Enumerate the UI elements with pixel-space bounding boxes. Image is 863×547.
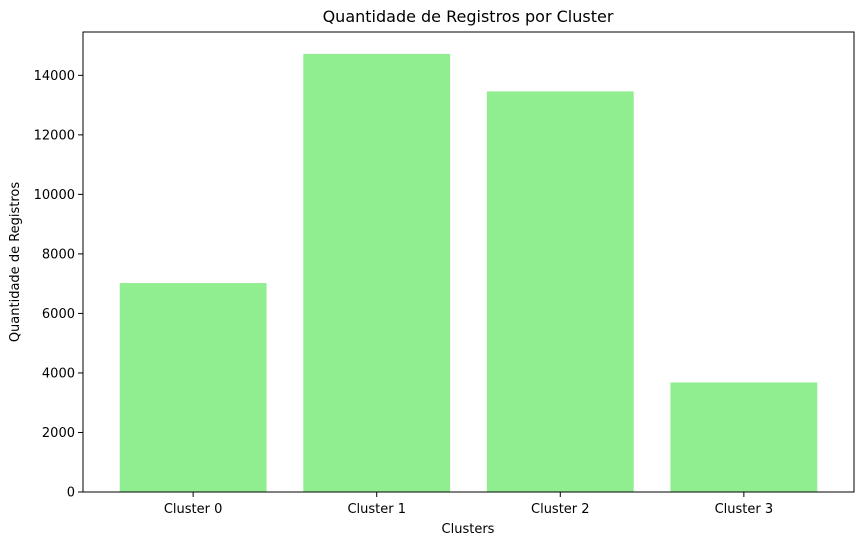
y-tick-label: 8000 bbox=[42, 247, 75, 262]
bars-layer bbox=[119, 53, 818, 493]
x-axis-ticks: Cluster 0 Cluster 1 Cluster 2 Cluster 3 bbox=[164, 492, 773, 517]
x-tick-label: Cluster 3 bbox=[715, 502, 774, 517]
bar-cluster-1 bbox=[303, 53, 451, 493]
y-axis-ticks: 0 2000 4000 6000 8000 10000 12000 14000 bbox=[34, 69, 83, 501]
y-tick-label: 2000 bbox=[42, 426, 75, 441]
y-tick-label: 10000 bbox=[34, 188, 75, 203]
y-tick-label: 12000 bbox=[34, 128, 75, 143]
y-tick-label: 0 bbox=[67, 486, 75, 501]
y-axis-label: Quantidade de Registros bbox=[8, 182, 23, 343]
y-tick-label: 4000 bbox=[42, 366, 75, 381]
bar-cluster-0 bbox=[119, 283, 267, 492]
bar-cluster-2 bbox=[486, 91, 634, 493]
x-tick-label: Cluster 2 bbox=[531, 502, 590, 517]
x-tick-label: Cluster 0 bbox=[164, 502, 223, 517]
y-tick-label: 14000 bbox=[34, 69, 75, 84]
bar-cluster-3 bbox=[670, 382, 818, 492]
y-tick-label: 6000 bbox=[42, 307, 75, 322]
plot-frame bbox=[82, 31, 855, 493]
x-tick-label: Cluster 1 bbox=[347, 502, 406, 517]
x-axis-label: Clusters bbox=[442, 522, 495, 537]
chart-title: Quantidade de Registros por Cluster bbox=[323, 7, 614, 26]
